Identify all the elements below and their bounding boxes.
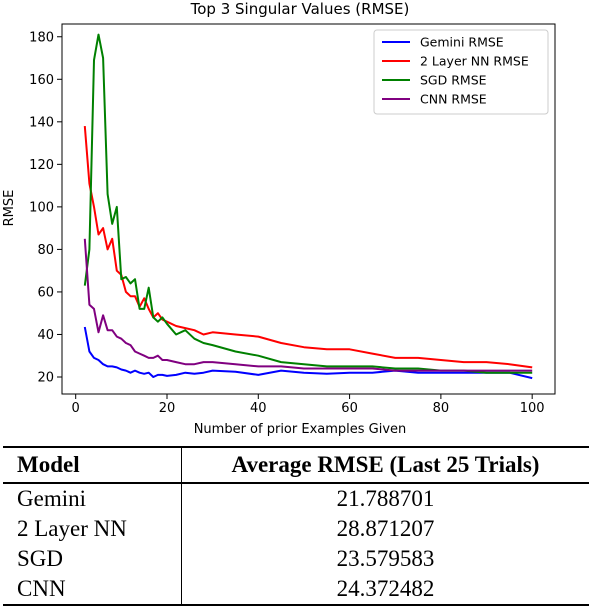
series-line-2-layer-nn-rmse	[83, 126, 533, 369]
plot-area: 0 20 40 60 80 100 20 40 60 80 100 120 140 160 180 Gemin…	[29, 23, 556, 416]
x-tick-label: 60	[341, 401, 358, 416]
y-tick-label: 120	[29, 158, 54, 173]
plot-frame	[61, 23, 556, 395]
table-header-row: Model Average RMSE (Last 25 Trials)	[3, 447, 589, 483]
results-table: Model Average RMSE (Last 25 Trials) Gemi…	[3, 446, 589, 606]
rmse-value-cell: 23.579583	[336, 546, 435, 571]
y-tick-label: 40	[37, 328, 54, 343]
x-tick-label: 100	[520, 401, 545, 416]
line-chart: Top 3 Singular Values (RMSE) 0 20 40 60 80 10…	[2, 0, 556, 437]
x-tick-label: 20	[159, 401, 176, 416]
table-row: SGD 23.579583	[3, 544, 589, 574]
legend-entry: Gemini RMSE	[420, 35, 504, 50]
series-line-cnn-rmse	[83, 238, 533, 372]
y-tick-label: 180	[29, 30, 54, 45]
x-tick-label: 80	[433, 401, 450, 416]
y-axis-label: RMSE	[2, 190, 17, 227]
y-tick-label: 140	[29, 115, 54, 130]
y-tick-label: 60	[37, 285, 54, 300]
column-header-average-rmse: Average RMSE (Last 25 Trials)	[231, 452, 540, 477]
model-name-cell: SGD	[3, 544, 182, 574]
x-tick-label: 0	[72, 401, 80, 416]
x-axis-label: Number of prior Examples Given	[194, 422, 407, 437]
y-tick-label: 80	[37, 243, 54, 258]
table-row: CNN 24.372482	[3, 574, 589, 605]
rmse-value-cell: 24.372482	[336, 576, 435, 601]
y-tick-label: 160	[29, 73, 54, 88]
legend-entry: SGD RMSE	[420, 73, 487, 88]
model-name-cell: Gemini	[3, 483, 182, 514]
model-name-cell: 2 Layer NN	[3, 514, 182, 544]
legend-entry: CNN RMSE	[420, 92, 487, 107]
series-line-sgd-rmse	[83, 33, 533, 374]
legend-entry: 2 Layer NN RMSE	[420, 54, 529, 69]
legend-box	[373, 29, 549, 115]
x-tick-label: 40	[250, 401, 267, 416]
y-tick-label: 20	[37, 370, 54, 385]
chart-title: Top 3 Singular Values (RMSE)	[190, 0, 410, 18]
table-row: 2 Layer NN 28.871207	[3, 514, 589, 544]
model-name-cell: CNN	[3, 574, 182, 605]
y-tick-label: 100	[29, 200, 54, 215]
table-row: Gemini 21.788701	[3, 483, 589, 514]
rmse-value-cell: 28.871207	[336, 516, 435, 541]
column-header-model: Model	[3, 447, 182, 483]
rmse-value-cell: 21.788701	[336, 486, 435, 511]
